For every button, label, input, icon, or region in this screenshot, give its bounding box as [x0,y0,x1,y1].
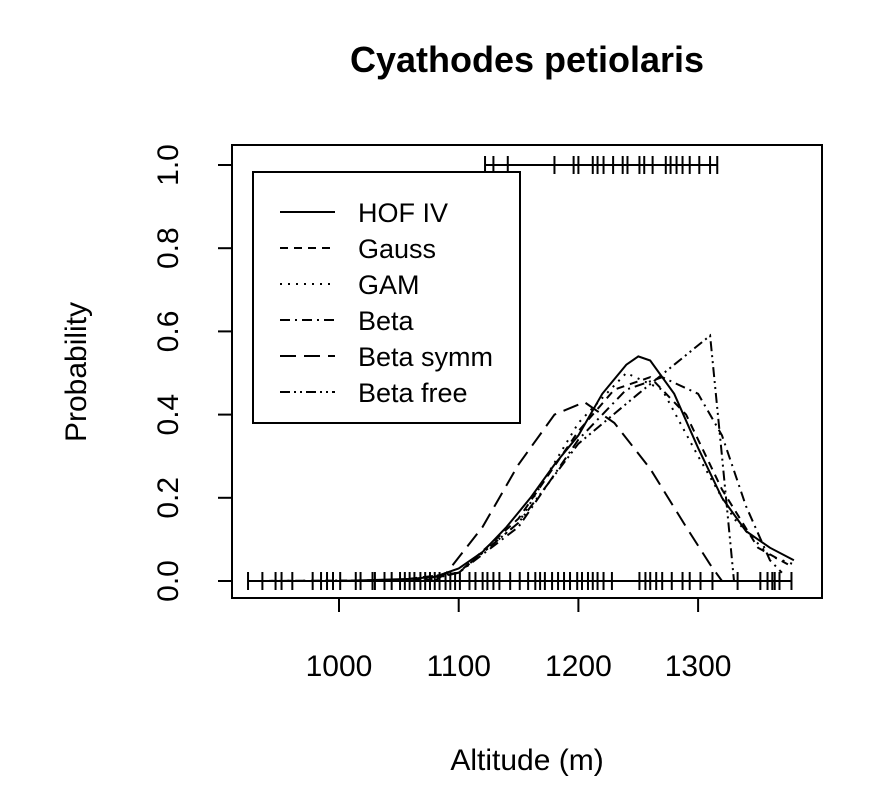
legend: HOF IV Gauss GAM Beta Beta symm Beta free [252,171,521,424]
y-axis-label: Probability [60,302,93,442]
y-tick-label: 0.4 [152,394,185,436]
y-axis: 0.0 0.2 0.4 0.6 0.8 1.0 [152,144,233,602]
y-tick-label: 0.0 [152,560,185,602]
legend-box [252,171,521,424]
rugs [247,156,793,590]
y-tick-label: 1.0 [152,144,185,186]
series-line-beta-free [422,333,735,582]
series-lines [255,333,795,582]
y-tick-label: 0.6 [152,311,185,353]
series-line-beta [410,376,783,582]
x-axis: 1000 1100 1200 1300 [306,597,732,683]
series-line-beta-symm [434,400,723,582]
legend-label: Beta free [358,378,468,408]
x-tick-label: 1200 [545,650,612,683]
y-tick-label: 0.8 [152,227,185,269]
x-tick-label: 1000 [306,650,373,683]
legend-label: Beta symm [358,342,493,372]
legend-label: Gauss [358,234,436,264]
chart-title: Cyathodes petiolaris [350,39,704,80]
legend-label: GAM [358,270,420,300]
legend-label: HOF IV [358,198,448,228]
x-tick-label: 1300 [665,650,732,683]
x-axis-label: Altitude (m) [450,744,603,777]
legend-label: Beta [358,306,415,336]
x-tick-label: 1100 [426,650,491,683]
y-tick-label: 0.2 [152,477,185,519]
